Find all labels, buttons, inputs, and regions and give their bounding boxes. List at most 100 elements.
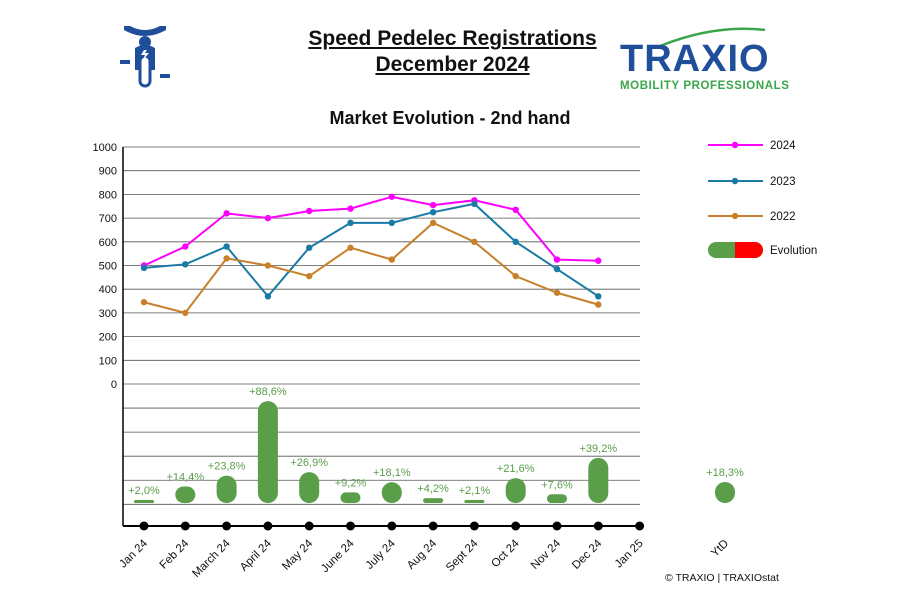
logo-swoosh xyxy=(659,27,766,48)
series-point-2024 xyxy=(595,257,602,264)
x-axis-marker xyxy=(180,521,190,531)
series-point-2023 xyxy=(471,200,478,208)
evolution-label: +2,0% xyxy=(128,485,160,497)
legend-label-2023: 2023 xyxy=(770,176,796,188)
series-point-2023 xyxy=(347,219,354,227)
series-point-2022 xyxy=(429,219,437,227)
speed-pedelec-rider-icon xyxy=(120,26,170,88)
evolution-pill xyxy=(464,500,485,503)
series-point-2023 xyxy=(140,264,148,272)
x-tick-label: Jan 25 xyxy=(613,538,646,571)
series-point-2023 xyxy=(182,261,189,268)
chart-subtitle: Market Evolution - 2nd hand xyxy=(329,108,571,128)
legend-marker-2023 xyxy=(731,177,739,185)
x-tick-label: July 24 xyxy=(364,537,399,572)
brand-logo: TRAXIO MOBILITY PROFESSIONALS xyxy=(620,24,790,94)
x-tick-label: Feb 24 xyxy=(158,537,192,571)
ytd-value-label: +18,3% xyxy=(706,467,744,479)
evolution-label: +26,9% xyxy=(290,457,328,469)
y-tick-label: 200 xyxy=(99,332,117,344)
y-tick-label: 900 xyxy=(99,166,117,178)
evolution-pill xyxy=(216,475,237,503)
series-point-2023 xyxy=(264,293,272,300)
x-axis-marker xyxy=(387,521,397,531)
series-point-2023 xyxy=(429,208,437,216)
evolution-pill xyxy=(134,500,154,503)
series-line-2024 xyxy=(143,195,599,267)
series-point-2022 xyxy=(223,255,230,262)
evolution-label: +14,4% xyxy=(166,471,204,483)
series-point-2022 xyxy=(553,289,561,296)
evolution-label: +23,8% xyxy=(208,461,246,473)
x-axis-marker xyxy=(469,521,479,531)
series-point-2022 xyxy=(388,256,395,263)
x-tick-label: March 24 xyxy=(190,537,233,580)
y-tick-label: 100 xyxy=(99,355,117,367)
series-point-2022 xyxy=(182,309,189,317)
y-tick-label: 400 xyxy=(99,284,117,296)
series-point-2022 xyxy=(264,262,272,269)
series-line-2022 xyxy=(143,221,599,315)
series-point-2022 xyxy=(306,272,313,280)
x-tick-label: Sept 24 xyxy=(444,537,481,574)
series-point-2024 xyxy=(182,243,189,250)
evolution-label: +9,2% xyxy=(335,477,367,489)
title-line-1: Speed Pedelec Registrations xyxy=(308,27,597,50)
evolution-pill xyxy=(340,492,361,503)
x-axis-marker xyxy=(428,521,438,531)
x-axis-marker xyxy=(304,521,314,531)
x-axis-marker xyxy=(346,521,355,531)
x-tick-label: Nov 24 xyxy=(529,537,564,572)
series-point-2022 xyxy=(471,238,478,245)
y-tick-label: 700 xyxy=(99,213,117,225)
y-tick-label: 800 xyxy=(99,189,117,201)
x-tick-label: Aug 24 xyxy=(405,537,440,572)
series-point-2023 xyxy=(223,243,230,250)
series-point-2022 xyxy=(140,299,148,306)
series-point-2024 xyxy=(553,256,561,263)
brand-name: TRAXIO xyxy=(620,38,770,80)
evolution-label: +21,6% xyxy=(497,463,535,475)
series-point-2024 xyxy=(429,201,437,209)
evolution-label: +7,6% xyxy=(541,479,573,491)
series-point-2024 xyxy=(512,206,519,214)
series-point-2022 xyxy=(512,272,519,280)
y-tick-label: 500 xyxy=(99,261,117,273)
title-line-2: December 2024 xyxy=(375,53,530,76)
series-point-2024 xyxy=(223,210,230,217)
x-axis-marker xyxy=(511,521,521,531)
x-tick-label: Jan 24 xyxy=(117,537,150,570)
evolution-pill xyxy=(175,486,196,503)
series-point-2024 xyxy=(306,207,313,215)
evolution-label: +88,6% xyxy=(249,386,287,398)
legend-marker-2024 xyxy=(731,141,739,149)
series-point-2022 xyxy=(595,301,602,308)
x-axis-marker xyxy=(222,521,232,531)
ytd-pill xyxy=(715,481,735,503)
x-tick-label: Dec 24 xyxy=(570,537,605,572)
legend-label-evolution: Evolution xyxy=(770,245,817,257)
series-point-2023 xyxy=(388,219,395,227)
x-axis-marker xyxy=(552,521,562,531)
series-point-2024 xyxy=(347,205,354,212)
series-point-2022 xyxy=(347,244,354,251)
evolution-label: +2,1% xyxy=(459,485,491,497)
x-axis-marker xyxy=(263,521,273,531)
evolution-label: +39,2% xyxy=(579,443,617,455)
evolution-pill xyxy=(423,498,444,503)
legend-label-2024: 2024 xyxy=(770,140,796,152)
x-tick-label: April 24 xyxy=(238,537,274,573)
series-point-2024 xyxy=(388,193,395,200)
series-point-2023 xyxy=(306,244,313,251)
series-point-2023 xyxy=(595,293,602,300)
series-line-2023 xyxy=(143,202,599,298)
x-tick-label: May 24 xyxy=(280,537,316,573)
evolution-pill xyxy=(257,401,278,503)
evolution-pill xyxy=(547,494,567,503)
evolution-pill xyxy=(505,478,526,503)
y-tick-label: 300 xyxy=(99,308,117,320)
y-tick-label: 600 xyxy=(99,237,117,249)
x-tick-label: Oct 24 xyxy=(489,537,522,570)
ytd-axis-label: YtD xyxy=(709,538,731,560)
